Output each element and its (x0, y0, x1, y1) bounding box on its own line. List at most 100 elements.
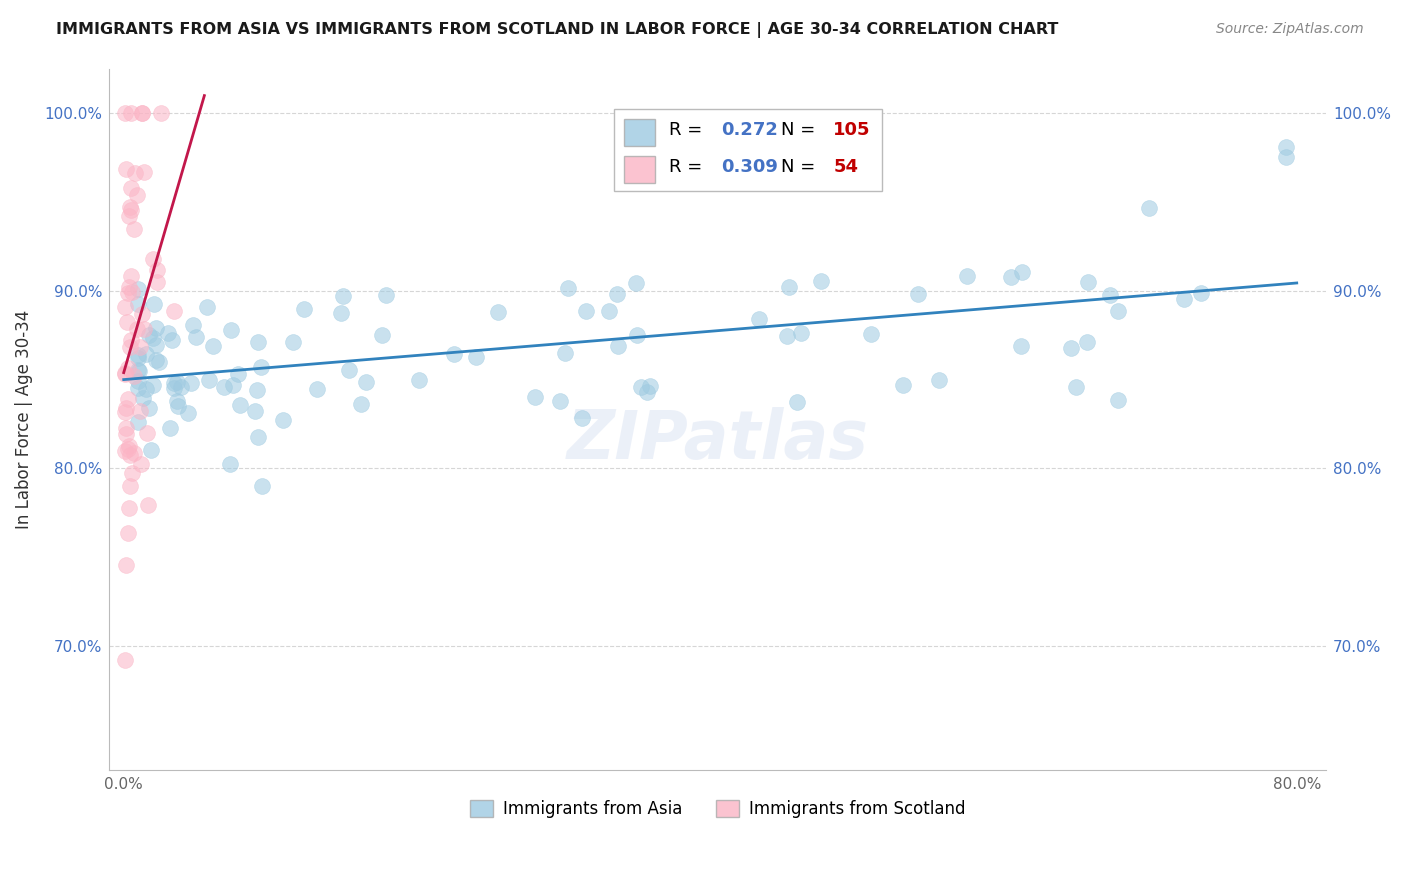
Point (122, 368, 145, 383)
Point (524, 390, 547, 404)
Point (132, 391, 155, 405)
Point (786, 395, 808, 409)
Point (122, 446, 145, 460)
Text: 54: 54 (834, 158, 858, 177)
Point (575, 303, 598, 318)
Point (149, 106, 172, 120)
Text: 105: 105 (834, 121, 870, 139)
Point (228, 368, 250, 382)
Point (1275, 150, 1298, 164)
Point (195, 300, 218, 314)
Point (748, 312, 770, 326)
Point (127, 296, 149, 310)
Point (163, 376, 186, 391)
Point (907, 287, 929, 301)
Point (114, 366, 136, 380)
Text: R =: R = (669, 121, 707, 139)
Point (115, 401, 138, 416)
Y-axis label: In Labor Force | Age 30-34: In Labor Force | Age 30-34 (15, 310, 32, 529)
Point (292, 301, 315, 316)
Point (127, 381, 149, 395)
Point (136, 498, 159, 512)
Text: ZIPatlas: ZIPatlas (567, 408, 869, 474)
Point (131, 106, 153, 120)
Point (114, 368, 136, 382)
Point (1010, 339, 1032, 353)
Point (118, 209, 141, 223)
Point (117, 360, 139, 375)
Point (486, 305, 509, 319)
Point (626, 328, 648, 343)
Point (246, 383, 269, 397)
Point (114, 421, 136, 435)
Point (778, 279, 800, 293)
Point (115, 426, 138, 441)
Point (329, 305, 352, 319)
Point (118, 448, 141, 462)
Point (138, 401, 160, 416)
Point (571, 411, 593, 425)
Point (120, 201, 142, 215)
Point (118, 340, 141, 354)
Point (115, 161, 138, 176)
Point (117, 442, 139, 456)
Point (127, 282, 149, 296)
Point (337, 363, 360, 377)
Point (135, 382, 157, 396)
Point (1076, 335, 1098, 350)
Point (636, 384, 658, 399)
Point (891, 378, 914, 392)
Point (607, 339, 630, 353)
Point (201, 339, 224, 353)
Point (127, 322, 149, 336)
Point (1107, 392, 1129, 407)
Point (170, 379, 193, 393)
Point (218, 457, 240, 471)
Point (305, 382, 328, 396)
Point (121, 285, 143, 299)
Point (271, 413, 294, 427)
Point (114, 558, 136, 573)
Point (142, 378, 165, 392)
Point (606, 287, 628, 301)
Text: N =: N = (780, 121, 821, 139)
Point (1099, 287, 1122, 301)
Point (1139, 201, 1161, 215)
Point (350, 397, 373, 411)
Point (177, 405, 200, 419)
Point (1060, 342, 1083, 356)
Bar (624, 156, 655, 183)
Point (117, 526, 139, 541)
Point (117, 392, 139, 406)
Point (132, 322, 155, 336)
Point (127, 415, 149, 429)
Point (145, 352, 167, 367)
Point (1000, 270, 1022, 285)
Point (120, 106, 142, 120)
Point (114, 106, 136, 120)
Point (1077, 275, 1099, 289)
Point (120, 333, 142, 347)
Point (374, 288, 396, 302)
Point (114, 653, 136, 667)
Point (162, 304, 184, 318)
Point (127, 363, 149, 377)
Point (1275, 139, 1298, 153)
Point (117, 315, 139, 329)
Point (145, 275, 167, 289)
Point (245, 404, 267, 418)
Point (120, 269, 142, 284)
FancyBboxPatch shape (614, 109, 882, 191)
Point (114, 443, 136, 458)
Point (128, 363, 150, 377)
Point (181, 318, 204, 333)
Legend: Immigrants from Asia, Immigrants from Scotland: Immigrants from Asia, Immigrants from Sc… (463, 793, 972, 825)
Point (247, 334, 270, 349)
Point (222, 377, 245, 392)
Text: 0.272: 0.272 (721, 121, 778, 139)
Point (146, 263, 169, 277)
Point (1107, 303, 1129, 318)
Point (167, 399, 190, 413)
Point (371, 328, 394, 343)
Text: N =: N = (780, 158, 821, 177)
